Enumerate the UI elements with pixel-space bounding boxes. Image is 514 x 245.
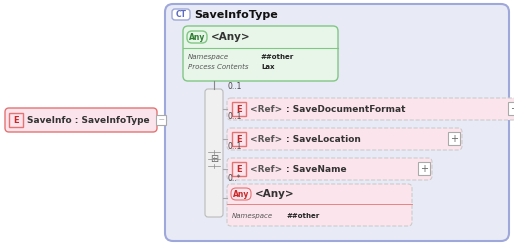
Bar [448,132,460,145]
FancyBboxPatch shape [231,188,251,200]
Text: Lax: Lax [261,64,274,70]
Text: +: + [420,163,428,173]
Text: +: + [510,103,514,113]
Text: <Ref>: <Ref> [250,135,282,144]
FancyBboxPatch shape [183,26,338,81]
Text: : SaveName: : SaveName [286,164,346,173]
Text: —: — [158,118,164,122]
Bar [508,102,514,115]
Text: +: + [450,134,458,144]
Text: <Any>: <Any> [211,32,251,42]
Text: Any: Any [189,33,205,41]
Text: E: E [236,105,242,113]
Text: Process Contents: Process Contents [188,64,248,70]
Text: ⊟: ⊟ [210,154,218,164]
Text: E: E [236,164,242,173]
FancyBboxPatch shape [5,108,157,132]
FancyBboxPatch shape [205,89,223,217]
Text: E: E [236,135,242,144]
Text: 0..1: 0..1 [227,112,242,121]
Text: : SaveDocumentFormat: : SaveDocumentFormat [286,105,406,113]
FancyBboxPatch shape [227,128,462,150]
Text: Namespace: Namespace [232,213,273,219]
Text: SaveInfoType: SaveInfoType [194,10,278,20]
Text: 0..*: 0..* [227,174,241,183]
FancyBboxPatch shape [165,4,509,241]
FancyBboxPatch shape [187,31,207,43]
Bar [156,115,166,125]
Text: <Ref>: <Ref> [250,164,282,173]
FancyBboxPatch shape [227,98,514,120]
Text: Any: Any [233,189,249,198]
Text: E: E [13,115,19,124]
Bar [232,102,246,116]
Text: SaveInfo : SaveInfoType: SaveInfo : SaveInfoType [27,115,150,124]
Text: <Any>: <Any> [255,189,295,199]
FancyBboxPatch shape [172,9,190,20]
Bar [232,162,246,176]
Text: 0..1: 0..1 [227,82,242,91]
Bar [232,132,246,146]
Text: <Ref>: <Ref> [250,105,282,113]
FancyBboxPatch shape [227,184,412,226]
Text: CT: CT [175,10,187,19]
Bar [418,162,430,175]
Text: : SaveLocation: : SaveLocation [286,135,361,144]
Text: Namespace: Namespace [188,54,229,60]
FancyBboxPatch shape [227,158,432,180]
Bar [9,113,23,127]
Text: 0..1: 0..1 [227,142,242,151]
Text: ##other: ##other [287,213,320,219]
Text: ##other: ##other [261,54,294,60]
